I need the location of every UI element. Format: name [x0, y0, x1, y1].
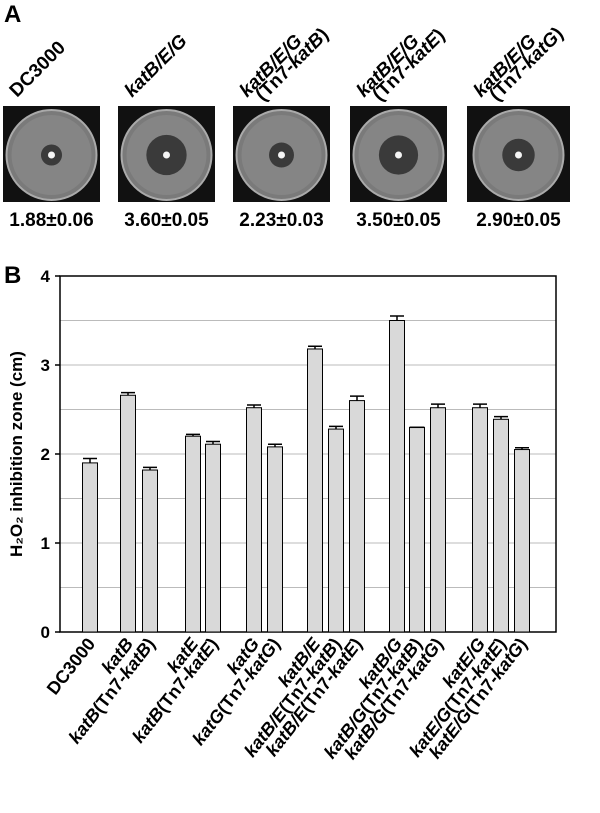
error-bar — [329, 425, 343, 430]
bar — [185, 435, 201, 633]
bar — [409, 426, 425, 633]
panel-label: B — [4, 262, 21, 289]
y-tick-label: 0 — [41, 623, 50, 642]
error-bar — [121, 391, 135, 396]
disc — [395, 151, 402, 159]
bar — [82, 462, 98, 633]
bar — [120, 394, 136, 633]
zone-value: 2.23±0.03 — [239, 210, 323, 231]
bar — [430, 407, 446, 633]
disc — [278, 151, 285, 159]
strain-label: DC3000 — [6, 37, 70, 101]
error-bar — [390, 315, 404, 321]
bar — [389, 320, 405, 633]
bar — [493, 418, 509, 633]
x-tick-label: DC3000 — [43, 634, 99, 698]
zone-value: 1.88±0.06 — [9, 210, 93, 231]
zone-value: 2.90±0.05 — [476, 210, 561, 231]
error-bar — [431, 403, 445, 408]
bar — [472, 407, 488, 633]
error-bar — [186, 433, 200, 437]
error-bar — [247, 404, 261, 408]
error-bar — [83, 457, 97, 463]
zone-value: 3.60±0.05 — [124, 210, 209, 231]
bar — [142, 469, 158, 633]
disc — [48, 151, 55, 159]
y-axis-label: H₂O₂ inhibition zone (cm) — [7, 351, 26, 557]
error-bar — [143, 466, 157, 471]
error-bar — [308, 345, 322, 349]
error-bar — [350, 395, 364, 401]
bar — [514, 449, 530, 633]
strain-label: katB/E/G — [121, 31, 192, 102]
disc — [163, 151, 170, 159]
disc — [515, 151, 522, 159]
bar — [349, 400, 365, 633]
error-bar — [206, 440, 220, 445]
y-tick-label: 3 — [41, 356, 50, 375]
bar — [307, 348, 323, 633]
y-tick-label: 2 — [41, 445, 50, 464]
bar — [328, 428, 344, 633]
error-bar — [515, 447, 529, 450]
bar — [205, 443, 221, 633]
bar — [246, 407, 262, 633]
error-bar — [473, 403, 487, 408]
y-tick-label: 1 — [41, 534, 50, 553]
error-bar — [268, 443, 282, 447]
bar — [267, 446, 283, 633]
y-tick-label: 4 — [41, 267, 51, 286]
error-bar — [494, 415, 508, 420]
zone-value: 3.50±0.05 — [356, 210, 441, 231]
panel-label: A — [4, 1, 21, 28]
